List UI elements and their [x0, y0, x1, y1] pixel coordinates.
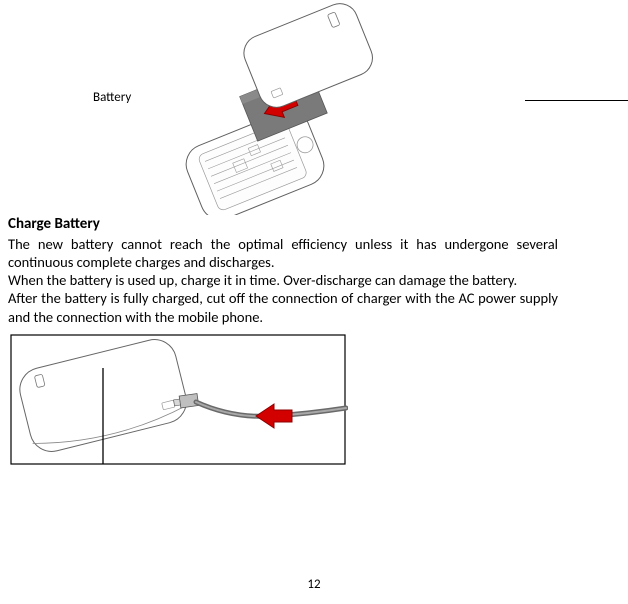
battery-label: Battery [93, 90, 131, 105]
para-2: When the battery is used up, charge it i… [8, 271, 558, 289]
para-1: The new battery cannot reach the optimal… [8, 235, 558, 271]
charge-battery-body: The new battery cannot reach the optimal… [8, 235, 620, 326]
charging-figure [8, 332, 348, 467]
right-rule-line [525, 100, 628, 101]
plug-arrow-icon [256, 404, 292, 428]
battery-install-figure: Battery [8, 0, 620, 215]
page-number: 12 [0, 577, 628, 592]
charge-battery-heading: Charge Battery [8, 215, 620, 233]
para-3: After the battery is fully charged, cut … [8, 289, 558, 325]
battery-install-svg [183, 0, 383, 215]
